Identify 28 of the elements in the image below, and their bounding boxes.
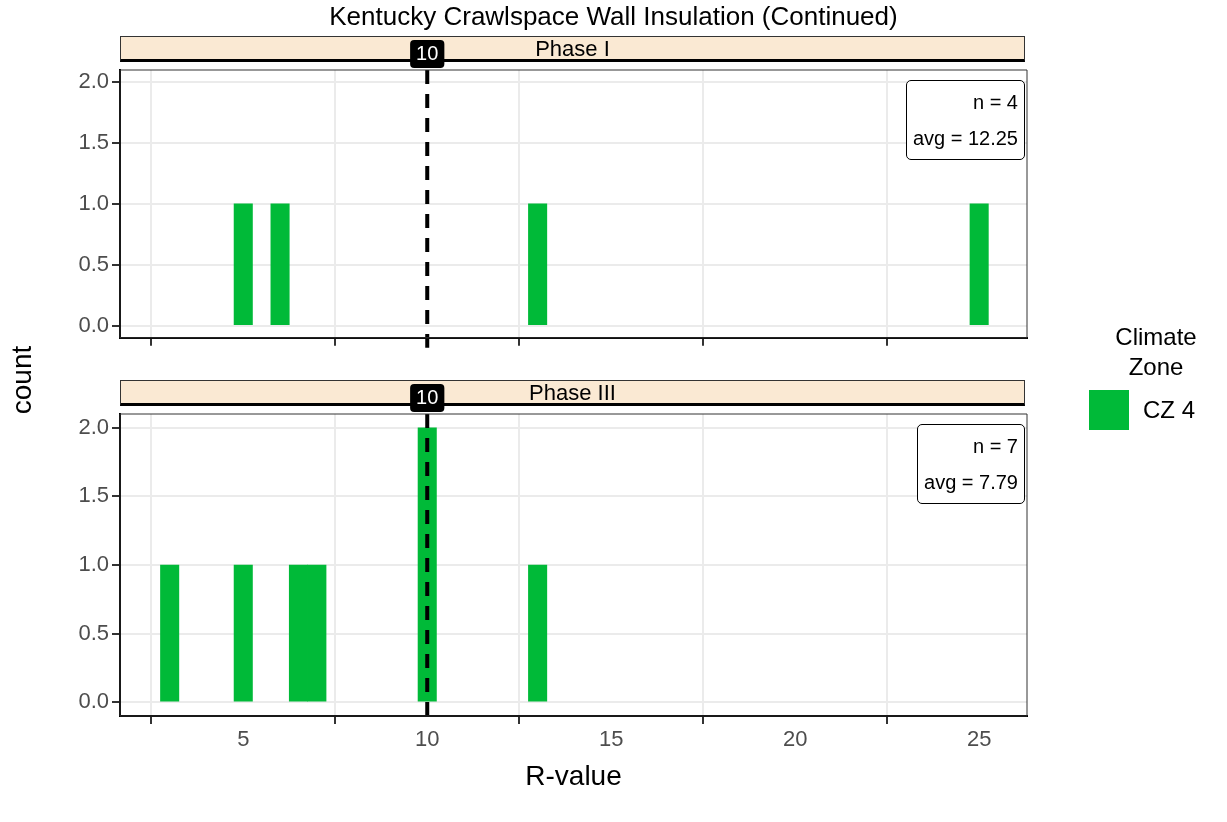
y-tick-label: 2.0 xyxy=(78,413,109,439)
y-tick-label: 0.0 xyxy=(78,688,109,714)
y-axis-title: count xyxy=(6,345,38,415)
legend-title: Climate Zone xyxy=(1114,322,1198,382)
ref-line-label: 10 xyxy=(416,41,439,64)
y-tick-label: 0.5 xyxy=(78,250,109,276)
legend-label: CZ 4 xyxy=(1143,396,1196,424)
chart-title: Kentucky Crawlspace Wall Insulation (Continued) xyxy=(328,0,899,32)
y-tick-label: 1.5 xyxy=(78,482,109,508)
x-tick-label: 15 xyxy=(598,726,624,752)
annotation: n = 4 xyxy=(971,90,1018,115)
ref-line-label: 10 xyxy=(416,385,439,408)
y-tick-label: 0.5 xyxy=(78,619,109,645)
y-tick-label: 1.0 xyxy=(78,189,109,215)
y-tick-label: 0.0 xyxy=(78,311,109,337)
y-tick-label: 2.0 xyxy=(78,68,109,94)
chart-subtitle: Phase III xyxy=(529,380,616,405)
y-tick-label: 1.0 xyxy=(78,551,109,577)
x-tick-label: 25 xyxy=(966,726,992,752)
annotation: avg = 12.25 xyxy=(912,126,1018,151)
annotation: n = 7 xyxy=(971,434,1018,459)
x-tick-label: 10 xyxy=(415,726,440,752)
x-axis-title: R-value xyxy=(525,759,622,791)
y-tick-label: 1.5 xyxy=(78,129,109,155)
x-tick-label: 5 xyxy=(237,726,250,752)
x-tick-label: 20 xyxy=(782,726,808,752)
annotation: avg = 7.79 xyxy=(924,470,1018,495)
chart-subtitle: Phase I xyxy=(535,36,610,61)
